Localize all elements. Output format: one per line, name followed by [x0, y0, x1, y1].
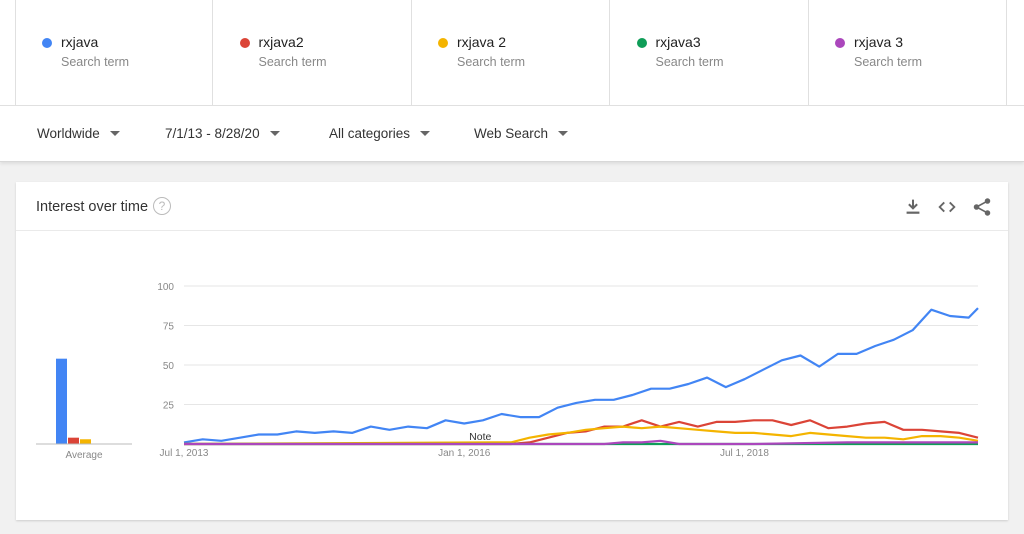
region-filter-label: Worldwide	[37, 126, 100, 141]
card-title: Interest over time	[36, 199, 149, 215]
search-type-filter-label: Web Search	[474, 126, 549, 141]
term-color-dot	[239, 38, 250, 48]
interest-chart: 25 50 75 100 Jul 1, 2013 Jan 1, 2016 Jul 1, 20…	[36, 282, 979, 461]
term-name: rxjava	[61, 34, 99, 50]
x-tick-label: Jul 1, 2013	[160, 448, 209, 459]
search-term-3[interactable]: rxjava 2 Search term	[412, 0, 610, 105]
category-filter[interactable]: All categories	[329, 126, 431, 141]
y-tick-label: 75	[163, 322, 175, 333]
average-bar	[68, 437, 79, 444]
series-line-rxjava-3	[184, 439, 978, 446]
embed-code-icon[interactable]	[936, 196, 958, 218]
term-color-dot	[835, 38, 845, 48]
search-term-2[interactable]: rxjava2 Search term	[214, 0, 412, 105]
chevron-down-icon	[420, 131, 431, 136]
term-color-dot	[42, 38, 52, 48]
term-subtitle: Search term	[854, 55, 923, 69]
search-type-filter[interactable]: Web Search	[474, 126, 569, 141]
term-color-dot	[636, 38, 647, 48]
search-term-5[interactable]: rxjava 3 Search term	[809, 0, 1007, 105]
chevron-down-icon	[269, 131, 280, 136]
y-tick-label: 25	[163, 401, 175, 412]
interest-over-time-card: Interest over time ? 25 50 75 100 Jul 1, 201…	[16, 182, 1008, 520]
chevron-down-icon	[558, 131, 569, 136]
term-color-dot	[438, 38, 448, 48]
term-name: rxjava 3	[854, 34, 904, 50]
term-subtitle: Search term	[457, 55, 526, 69]
y-tick-label: 50	[163, 361, 175, 372]
term-subtitle: Search term	[655, 55, 724, 69]
average-label: Average	[65, 450, 103, 461]
y-tick-label: 100	[157, 282, 174, 293]
term-name: rxjava3	[655, 34, 701, 50]
card-header: Interest over time ?	[16, 182, 1008, 231]
series-line-rxjava-2	[183, 425, 979, 446]
note-annotation: Note	[469, 431, 491, 443]
average-bar	[56, 358, 67, 444]
category-filter-label: All categories	[329, 126, 411, 141]
region-filter[interactable]: Worldwide	[37, 126, 120, 141]
term-subtitle: Search term	[61, 55, 130, 69]
search-terms-bar: rxjava Search term rxjava2 Search term rxjav…	[0, 0, 1024, 106]
date-range-filter[interactable]: 7/1/13 - 8/28/20	[165, 126, 280, 141]
x-tick-label: Jan 1, 2016	[438, 448, 491, 459]
chevron-down-icon	[109, 131, 120, 136]
term-subtitle: Search term	[258, 55, 327, 69]
term-name: rxjava 2	[457, 34, 507, 50]
share-icon[interactable]	[971, 196, 993, 218]
term-name: rxjava2	[258, 34, 304, 50]
average-bar	[80, 439, 91, 444]
search-term-4[interactable]: rxjava3 Search term	[611, 0, 809, 105]
search-term-1[interactable]: rxjava Search term	[15, 0, 213, 105]
help-circle-icon[interactable]: ?	[153, 197, 171, 215]
download-icon[interactable]	[902, 196, 924, 218]
series-line-rxjava	[183, 307, 979, 444]
filters-bar: Worldwide 7/1/13 - 8/28/20 All categorie…	[0, 106, 1024, 162]
date-range-filter-label: 7/1/13 - 8/28/20	[165, 126, 260, 141]
x-tick-label: Jul 1, 2018	[720, 448, 769, 459]
